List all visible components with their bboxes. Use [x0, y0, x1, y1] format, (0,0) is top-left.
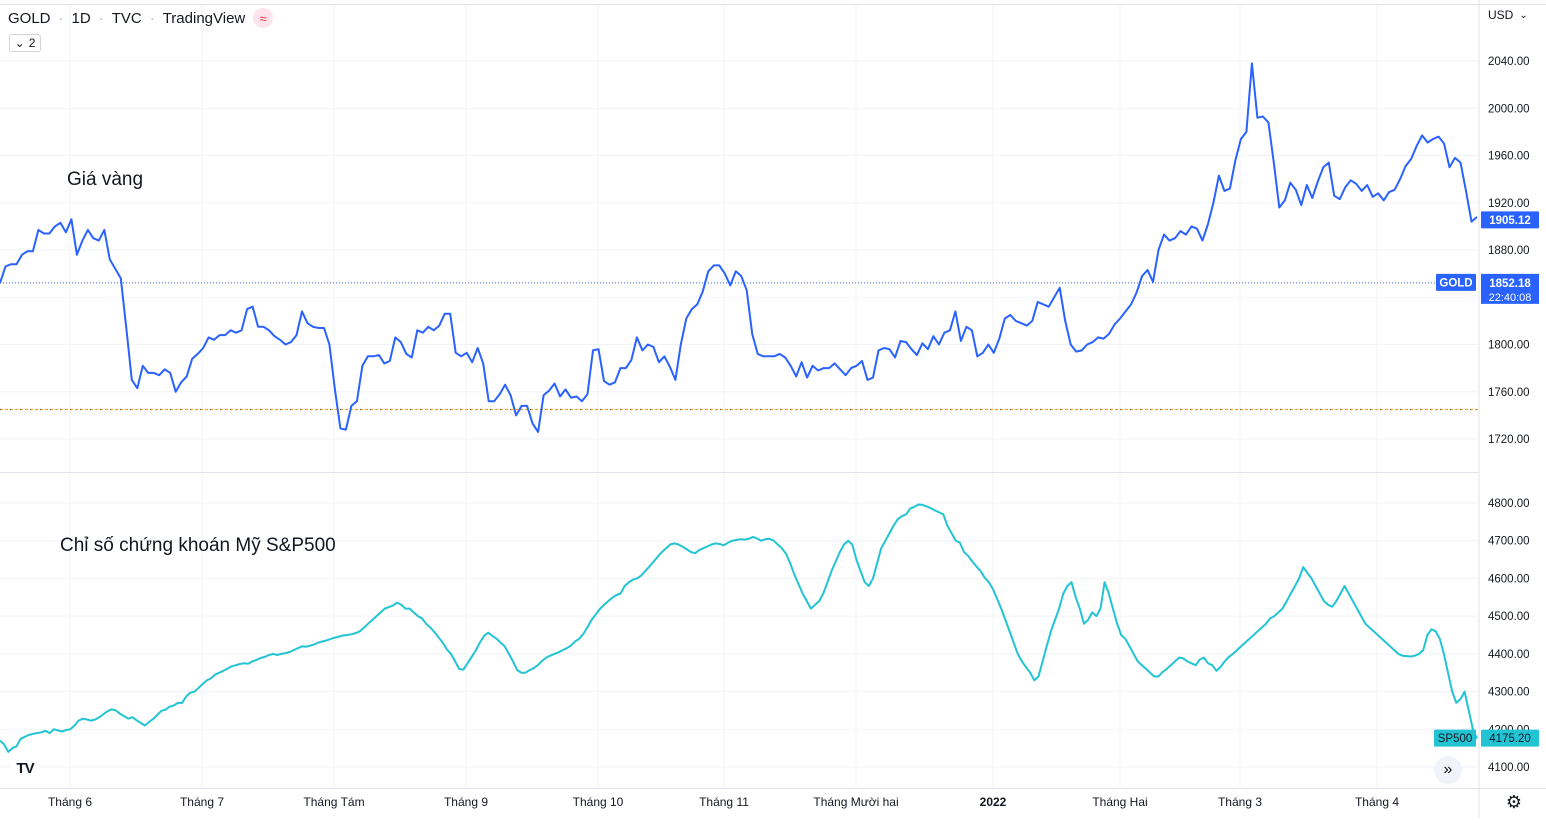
time-tick-label: Tháng 9	[444, 795, 488, 809]
time-tick-label: Tháng 6	[48, 795, 92, 809]
price-tick-label: 4400.00	[1488, 649, 1530, 661]
currency-selector[interactable]: USD ⌄	[1488, 8, 1528, 22]
gold-symbol-tag-bg	[1436, 273, 1476, 291]
time-tick-label: Tháng 4	[1355, 795, 1399, 809]
price-tick-label: 1800.00	[1488, 340, 1530, 352]
price-tick-label: 4800.00	[1488, 498, 1530, 510]
chevron-down-icon: ⌄	[1519, 9, 1528, 21]
gold-crosshair-value: 1852.18	[1489, 278, 1531, 290]
price-tick-label: 1880.00	[1488, 245, 1530, 257]
indicator-count: 2	[28, 36, 36, 50]
symbol-label[interactable]: GOLD	[8, 9, 51, 27]
currency-label: USD	[1488, 8, 1514, 22]
price-tick-label: 1720.00	[1488, 434, 1530, 446]
interval-label[interactable]: 1D	[71, 9, 91, 27]
price-tick-label: 4500.00	[1488, 611, 1530, 623]
time-tick-label: Tháng 7	[180, 795, 224, 809]
price-tick-label: 4600.00	[1488, 573, 1530, 585]
scroll-to-realtime-button[interactable]: »	[1434, 756, 1462, 784]
sp500-last-value-bg	[1481, 729, 1539, 747]
price-tick-label: 2040.00	[1488, 56, 1530, 68]
separator: ·	[149, 9, 155, 27]
collapse-indicators-button[interactable]: ⌄ 2	[9, 34, 41, 52]
time-tick-label: Tháng 10	[573, 795, 624, 809]
price-tick-label: 1920.00	[1488, 198, 1530, 210]
price-tick-label: 4300.00	[1488, 687, 1530, 699]
time-tick-label: Tháng Mười hai	[813, 795, 898, 809]
chevron-down-icon: ⌄	[14, 36, 25, 50]
time-tick-label: Tháng Hai	[1092, 795, 1147, 809]
sp500-series-line	[0, 503, 1478, 753]
exchange-label: TVC	[111, 9, 142, 27]
separator: ·	[58, 9, 64, 27]
time-tick-label: 2022	[980, 795, 1007, 809]
wave-icon[interactable]: ≈	[253, 8, 274, 28]
time-tick-label: Tháng Tám	[303, 795, 364, 809]
price-tick-label: 4100.00	[1488, 762, 1530, 774]
price-tick-label: 1960.00	[1488, 151, 1530, 163]
tradingview-logo-icon[interactable]: TV	[10, 756, 40, 780]
double-chevron-right-icon: »	[1443, 761, 1453, 778]
gold-series-line	[0, 62, 1478, 433]
gold-symbol-tag: GOLD	[1439, 277, 1472, 289]
gold-annotation: Giá vàng	[67, 169, 143, 190]
sp500-symbol-tag-bg	[1434, 729, 1476, 747]
gold-crosshair-time: 22:40:08	[1489, 292, 1532, 304]
separator: ·	[98, 9, 104, 27]
gold-last-value-bg	[1481, 211, 1539, 229]
price-tick-label: 2000.00	[1488, 103, 1530, 115]
chart-header: GOLD · 1D · TVC · TradingView ≈	[8, 8, 274, 28]
time-tick-label: Tháng 3	[1218, 795, 1262, 809]
price-tick-label: 1760.00	[1488, 387, 1530, 399]
sp500-symbol-tag: SP500	[1438, 733, 1473, 745]
time-tick-label: Tháng 11	[699, 795, 749, 809]
gear-icon[interactable]: ⚙	[1505, 792, 1523, 812]
sp500-last-value: 4175.20	[1489, 733, 1531, 745]
gold-last-value: 1905.12	[1489, 215, 1531, 227]
gold-crosshair-tag-bg	[1481, 273, 1539, 304]
price-tick-label: 4700.00	[1488, 536, 1530, 548]
sp500-annotation: Chỉ số chứng khoán Mỹ S&P500	[60, 535, 336, 556]
source-label: TradingView	[162, 9, 246, 27]
